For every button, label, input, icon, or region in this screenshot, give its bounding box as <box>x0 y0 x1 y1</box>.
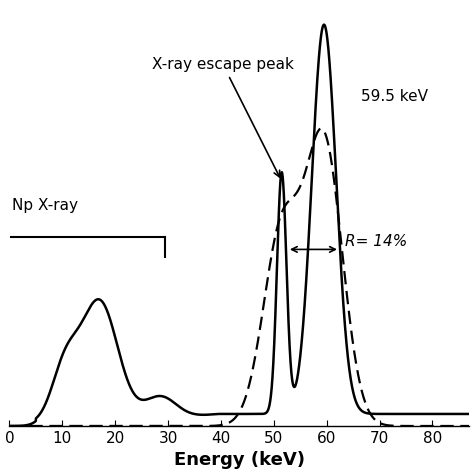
Text: Np X-ray: Np X-ray <box>12 198 78 213</box>
Text: R= 14%: R= 14% <box>345 234 408 249</box>
Text: 59.5 keV: 59.5 keV <box>361 90 428 104</box>
X-axis label: Energy (keV): Energy (keV) <box>174 451 305 469</box>
Text: X-ray escape peak: X-ray escape peak <box>152 57 294 177</box>
